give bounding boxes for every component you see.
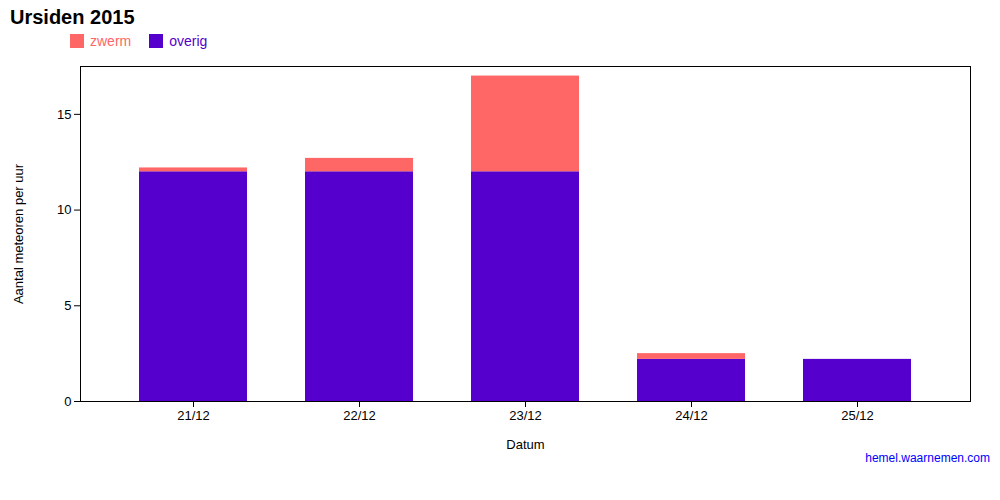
svg-text:Datum: Datum [506, 437, 544, 452]
html-text:Ursiden 2015: Ursiden 2015 [10, 6, 135, 28]
svg-text:22/12: 22/12 [343, 408, 376, 423]
svg-text:21/12: 21/12 [177, 408, 210, 423]
svg-text:25/12: 25/12 [841, 408, 874, 423]
svg-text:23/12: 23/12 [509, 408, 542, 423]
html-text:overig: overig [169, 33, 208, 49]
html-text:zwerm: zwerm [90, 33, 132, 49]
svg-text:24/12: 24/12 [675, 408, 708, 423]
svg-text:10: 10 [57, 202, 71, 217]
svg-text:Aantal meteoren per uur: Aantal meteoren per uur [11, 163, 26, 304]
svg-text:15: 15 [57, 107, 71, 122]
svg-text:0: 0 [64, 394, 71, 409]
html-text:hemel.waarnemen.com: hemel.waarnemen.com [865, 451, 990, 465]
svg-text:5: 5 [64, 298, 71, 313]
